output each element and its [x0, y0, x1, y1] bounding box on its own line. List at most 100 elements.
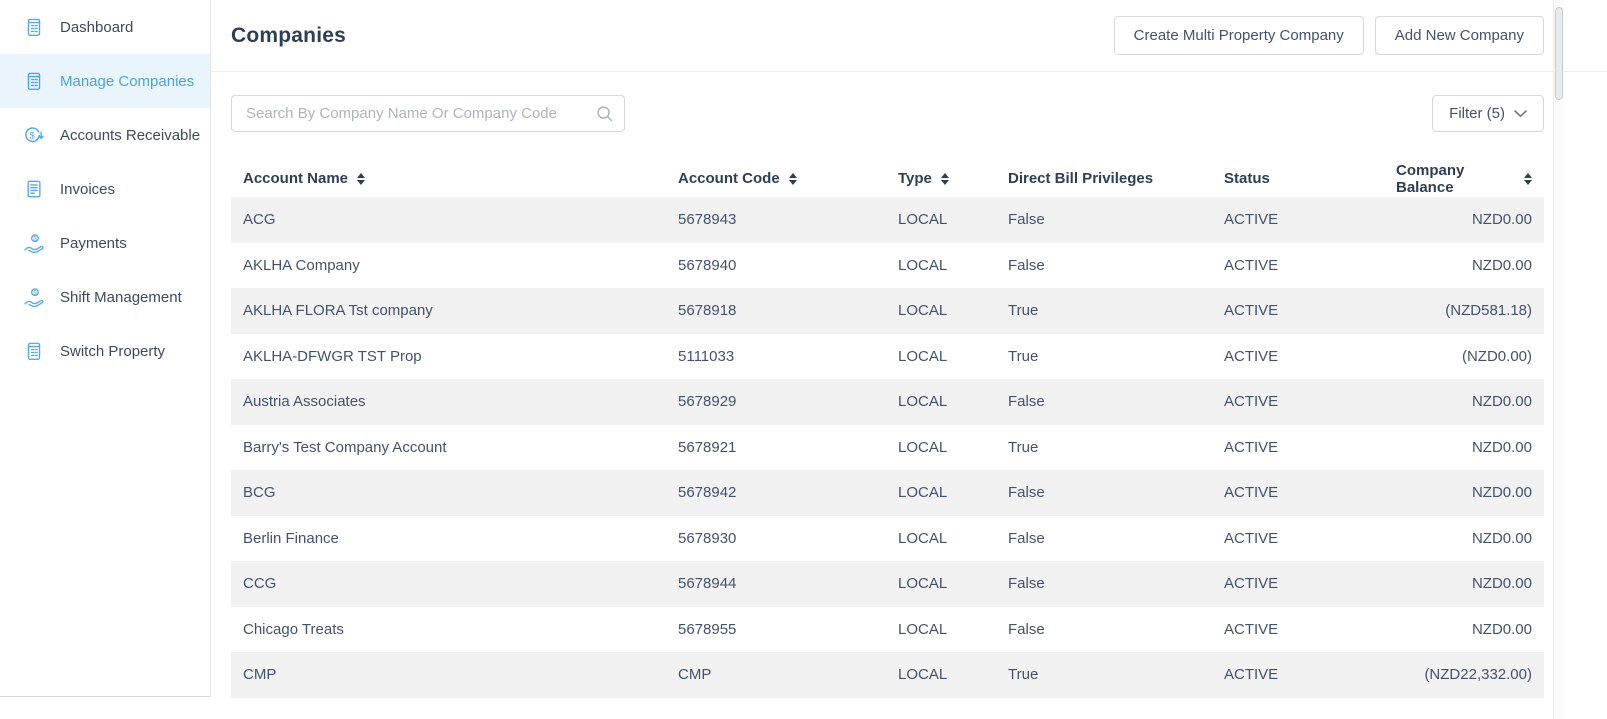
cell-status: ACTIVE — [1224, 393, 1279, 411]
cell-balance: NZD0.00 — [1471, 393, 1532, 411]
table-row[interactable]: AKLHA FLORA Tst company 5678918 LOCAL Tr… — [231, 288, 1544, 334]
column-header-direct-bill-privileges: Direct Bill Privileges — [1008, 170, 1154, 187]
cell-type: LOCAL — [898, 620, 948, 638]
table-row[interactable]: Berlin Finance 5678930 LOCAL False ACTIV… — [231, 516, 1544, 562]
table-row[interactable]: AKLHA Company 5678940 LOCAL False ACTIVE… — [231, 243, 1544, 289]
cell-type: LOCAL — [898, 256, 948, 274]
main-content: Companies Create Multi Property Company … — [211, 0, 1607, 719]
cell-balance: NZD0.00 — [1471, 575, 1532, 593]
cell-direct-bill: False — [1008, 575, 1045, 593]
sidebar-item-shift-management[interactable]: $ Shift Management — [0, 270, 210, 324]
cell-account-code: 5678921 — [678, 438, 737, 456]
scrollbar-thumb[interactable] — [1555, 7, 1563, 100]
cell-account-name: Austria Associates — [243, 393, 366, 411]
sidebar-item-dashboard[interactable]: Dashboard — [0, 0, 210, 54]
cell-account-name: AKLHA-DFWGR TST Prop — [243, 347, 422, 365]
sidebar: Dashboard Manage Companies $ Accounts Re… — [0, 0, 211, 697]
filter-button[interactable]: Filter (5) — [1432, 95, 1544, 132]
cell-account-code: 5678918 — [678, 302, 737, 320]
cell-account-name: CMP — [243, 666, 277, 684]
table-row[interactable]: BCG 5678942 LOCAL False ACTIVE NZD0.00 — [231, 470, 1544, 516]
table-body: ACG 5678943 LOCAL False ACTIVE NZD0.00 A… — [231, 197, 1544, 698]
cell-account-name: CCG — [243, 575, 277, 593]
companies-table: Account Name Account Code Type Direct Bi… — [211, 160, 1607, 698]
table-row[interactable]: Barry's Test Company Account 5678921 LOC… — [231, 425, 1544, 471]
cell-account-name: Chicago Treats — [243, 620, 344, 638]
cell-direct-bill: False — [1008, 484, 1045, 502]
cell-status: ACTIVE — [1224, 347, 1279, 365]
cell-type: LOCAL — [898, 347, 948, 365]
search-icon — [595, 104, 614, 123]
column-header-account-name[interactable]: Account Name — [231, 170, 666, 187]
sidebar-item-manage-companies[interactable]: Manage Companies — [0, 54, 210, 108]
cell-direct-bill: False — [1008, 256, 1045, 274]
sidebar-item-label: Accounts Receivable — [60, 126, 201, 144]
cell-account-code: 5678944 — [678, 575, 737, 593]
money-return-icon: $ — [22, 124, 45, 147]
sort-icon[interactable] — [940, 172, 949, 185]
cell-balance: NZD0.00 — [1471, 256, 1532, 274]
table-row[interactable]: CMP CMP LOCAL True ACTIVE (NZD22,332.00) — [231, 652, 1544, 698]
table-row[interactable]: CCG 5678944 LOCAL False ACTIVE NZD0.00 — [231, 561, 1544, 607]
cell-account-name: BCG — [243, 484, 276, 502]
sidebar-item-accounts-receivable[interactable]: $ Accounts Receivable — [0, 108, 210, 162]
cell-account-name: AKLHA Company — [243, 256, 360, 274]
cell-type: LOCAL — [898, 302, 948, 320]
filter-label: Filter (5) — [1449, 105, 1505, 122]
cell-balance: NZD0.00 — [1471, 484, 1532, 502]
table-row[interactable]: Chicago Treats 5678955 LOCAL False ACTIV… — [231, 607, 1544, 653]
invoice-icon — [22, 178, 45, 201]
building-icon — [22, 16, 45, 39]
search-input[interactable] — [231, 95, 625, 132]
sidebar-item-label: Manage Companies — [60, 72, 195, 90]
cell-direct-bill: False — [1008, 393, 1045, 411]
cell-account-name: Barry's Test Company Account — [243, 438, 447, 456]
search-wrap — [231, 95, 625, 132]
building-icon — [22, 70, 45, 93]
cell-account-name: Berlin Finance — [243, 529, 339, 547]
cell-type: LOCAL — [898, 529, 948, 547]
cell-account-name: ACG — [243, 211, 276, 229]
sort-icon[interactable] — [788, 172, 797, 185]
cell-status: ACTIVE — [1224, 256, 1279, 274]
cell-account-code: 5678940 — [678, 256, 737, 274]
cell-direct-bill: False — [1008, 620, 1045, 638]
table-row[interactable]: Austria Associates 5678929 LOCAL False A… — [231, 379, 1544, 425]
cell-type: LOCAL — [898, 666, 948, 684]
table-row[interactable]: ACG 5678943 LOCAL False ACTIVE NZD0.00 — [231, 197, 1544, 243]
cell-account-code: 5678942 — [678, 484, 737, 502]
cell-account-code: 5678943 — [678, 211, 737, 229]
cell-balance: (NZD581.18) — [1445, 302, 1532, 320]
hand-coin-icon: $ — [22, 232, 45, 255]
sort-icon[interactable] — [1524, 172, 1532, 185]
chevron-down-icon — [1514, 109, 1527, 118]
sort-icon[interactable] — [357, 172, 366, 185]
sidebar-item-label: Switch Property — [60, 342, 166, 360]
column-header-account-code[interactable]: Account Code — [666, 170, 886, 187]
column-header-type[interactable]: Type — [886, 170, 996, 187]
cell-status: ACTIVE — [1224, 484, 1279, 502]
cell-account-code: 5678955 — [678, 620, 737, 638]
cell-balance: (NZD0.00) — [1461, 347, 1532, 365]
hand-coin-icon: $ — [22, 286, 45, 309]
sidebar-item-invoices[interactable]: Invoices — [0, 162, 210, 216]
cell-direct-bill: True — [1008, 347, 1039, 365]
table-row[interactable]: AKLHA-DFWGR TST Prop 5111033 LOCAL True … — [231, 334, 1544, 380]
column-header-status: Status — [1224, 170, 1270, 187]
add-new-company-button[interactable]: Add New Company — [1374, 16, 1544, 55]
cell-status: ACTIVE — [1224, 438, 1279, 456]
sidebar-item-switch-property[interactable]: Switch Property — [0, 324, 210, 378]
svg-text:$: $ — [33, 235, 37, 242]
scrollbar-track[interactable] — [1553, 0, 1564, 719]
cell-balance: NZD0.00 — [1471, 620, 1532, 638]
column-header-company-balance[interactable]: Company Balance — [1384, 162, 1544, 196]
cell-direct-bill: False — [1008, 211, 1045, 229]
cell-balance: NZD0.00 — [1471, 438, 1532, 456]
cell-balance: (NZD22,332.00) — [1424, 666, 1532, 684]
cell-direct-bill: True — [1008, 302, 1039, 320]
create-multi-property-company-button[interactable]: Create Multi Property Company — [1113, 16, 1364, 55]
cell-type: LOCAL — [898, 484, 948, 502]
cell-account-code: 5111033 — [678, 347, 735, 365]
sidebar-item-payments[interactable]: $ Payments — [0, 216, 210, 270]
